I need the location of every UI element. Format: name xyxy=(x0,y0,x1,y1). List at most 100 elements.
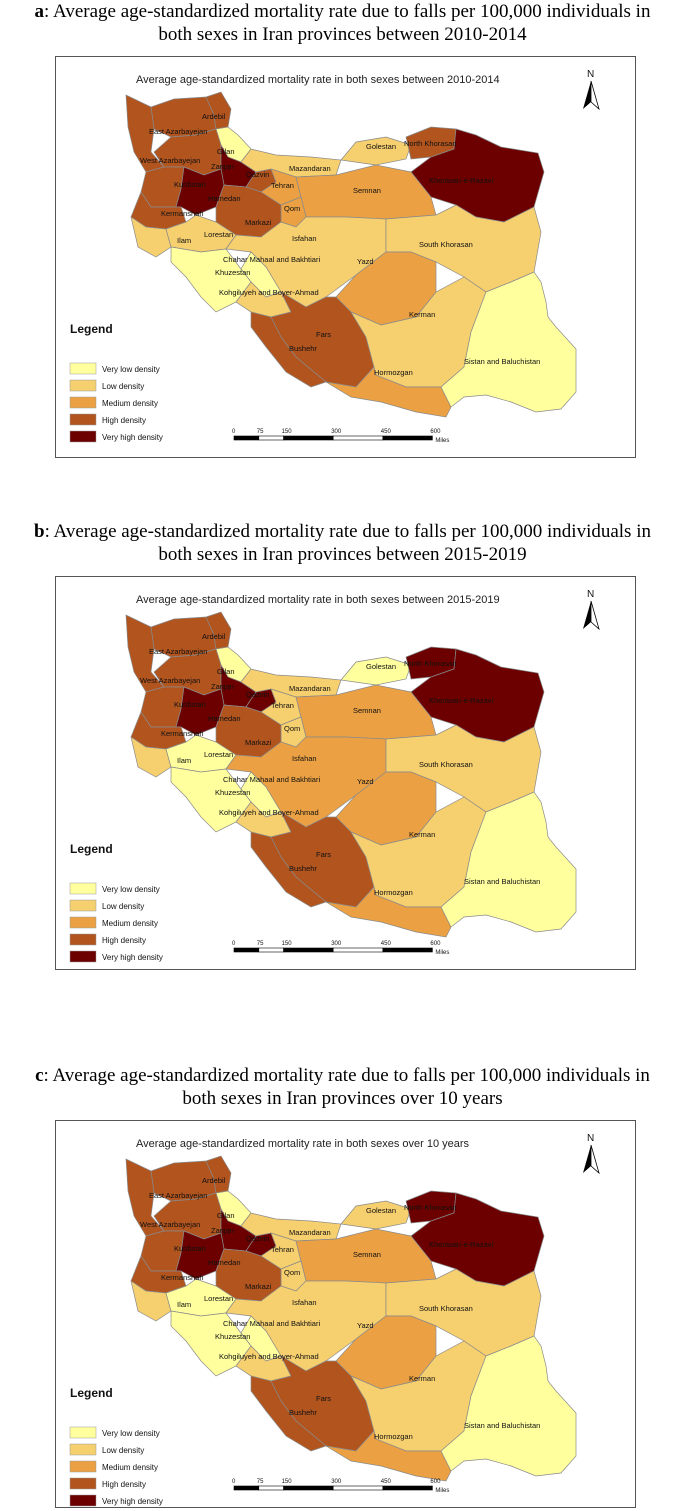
legend-title: Legend xyxy=(70,322,113,336)
province-label-golestan: Golestan xyxy=(366,142,396,151)
province-label-semnan: Semnan xyxy=(353,186,381,195)
province-label-khuzestan: Khuzestan xyxy=(215,1332,250,1341)
province-label-khuzestan: Khuzestan xyxy=(215,788,250,797)
iran-province-map: East Azarbayejan Ardebil West Azarbayejan G… xyxy=(125,91,577,418)
legend-swatch-very-low xyxy=(69,362,97,375)
legend-swatch-high xyxy=(69,933,97,946)
province-label-kohgiluyeh-and-boyer-ahmad: Kohgiluyeh and Boyer-Ahmad xyxy=(219,1352,319,1361)
province-label-south-khorasan: South Khorasan xyxy=(419,1304,473,1313)
scale-tick-label: 75 xyxy=(257,941,264,947)
legend-title: Legend xyxy=(70,1386,113,1400)
caption-c-text: : Average age-standardized mortality rat… xyxy=(43,1065,650,1086)
scale-tick-label: 0 xyxy=(232,429,236,435)
north-arrow-icon: N xyxy=(583,1133,600,1175)
province-bushehr[interactable] xyxy=(250,1375,327,1452)
province-label-ilam: Ilam xyxy=(177,236,191,245)
north-label: N xyxy=(587,1133,594,1144)
scale-unit: Miles xyxy=(435,950,449,956)
province-label-lorestan: Lorestan xyxy=(204,1294,233,1303)
scale-tick-label: 450 xyxy=(381,429,392,435)
province-label-qom: Qom xyxy=(284,1268,300,1277)
map-svg: Average age-standardized mortality rate … xyxy=(69,69,600,444)
legend-swatch-very-low xyxy=(69,1426,97,1439)
province-sistan-and-baluchistan[interactable] xyxy=(440,791,577,933)
province-label-north-khorasan: North Khorasan xyxy=(404,139,457,148)
caption-b-line1: b: Average age-standardized mortality ra… xyxy=(0,520,685,543)
province-label-mazandaran: Mazandaran xyxy=(289,1228,331,1237)
province-label-gilan: Gilan xyxy=(217,147,235,156)
iran-province-map: East Azarbayejan Ardebil West Azarbayejan G… xyxy=(125,611,577,938)
caption-c: c: Average age-standardized mortality ra… xyxy=(0,1064,685,1110)
province-label-kermanshah: Kermanshah xyxy=(161,729,204,738)
scale-bar: 0 75 150 300 450 600 Miles xyxy=(232,429,449,444)
map-svg: Average age-standardized mortality rate … xyxy=(69,589,600,963)
scale-tick-label: 150 xyxy=(282,429,293,435)
legend-swatch-medium xyxy=(69,1460,97,1473)
province-label-kerman: Kerman xyxy=(409,310,435,319)
caption-a-line1: a: Average age-standardized mortality ra… xyxy=(0,0,685,23)
scale-unit: Miles xyxy=(435,438,449,444)
province-hamedan[interactable] xyxy=(175,1230,225,1280)
province-label-ardebil: Ardebil xyxy=(202,1176,226,1185)
province-label-hamedan: Hamedan xyxy=(208,194,241,203)
province-label-markazi: Markazi xyxy=(245,1282,272,1291)
province-label-east-azarbayejan: East Azarbayejan xyxy=(149,127,207,136)
north-arrow-icon: N xyxy=(583,69,600,111)
scale-bar: 0 75 150 300 450 600 Miles xyxy=(232,941,449,956)
province-label-hormozgan: Hormozgan xyxy=(374,888,413,897)
caption-b: b: Average age-standardized mortality ra… xyxy=(0,520,685,566)
scale-bar: 0 75 150 300 450 600 Miles xyxy=(232,1479,449,1494)
legend-swatch-high xyxy=(69,1477,97,1490)
province-label-yazd: Yazd xyxy=(357,777,374,786)
province-label-gilan: Gilan xyxy=(217,667,235,676)
scale-tick-label: 75 xyxy=(257,1479,264,1485)
scale-tick-label: 150 xyxy=(282,941,293,947)
legend-swatch-low xyxy=(69,1443,97,1456)
province-label-sistan-and-baluchistan: Sistan and Baluchistan xyxy=(464,1421,540,1430)
province-hamedan[interactable] xyxy=(175,686,225,736)
province-label-kermanshah: Kermanshah xyxy=(161,209,204,218)
province-hamedan[interactable] xyxy=(175,166,225,216)
province-label-north-khorasan: North Khorasan xyxy=(404,1203,457,1212)
province-label-hamedan: Hamedan xyxy=(208,1258,241,1267)
province-bushehr[interactable] xyxy=(250,831,327,908)
province-label-ilam: Ilam xyxy=(177,756,191,765)
province-label-kurdistan: Kurdistan xyxy=(174,180,206,189)
legend-label-high: High density xyxy=(102,936,146,945)
province-mazandaran[interactable] xyxy=(240,148,342,178)
province-mazandaran[interactable] xyxy=(240,668,342,698)
legend-label-low: Low density xyxy=(102,1446,144,1455)
province-label-kerman: Kerman xyxy=(409,1374,435,1383)
province-label-isfahan: Isfahan xyxy=(292,1298,317,1307)
legend-swatch-medium xyxy=(69,396,97,409)
north-arrow-icon: N xyxy=(583,589,600,631)
legend-label-very-low: Very low density xyxy=(102,1429,160,1438)
caption-b-line2: both sexes in Iran provinces between 201… xyxy=(158,544,527,565)
caption-c-letter: c xyxy=(35,1065,44,1086)
caption-a: a: Average age-standardized mortality ra… xyxy=(0,0,685,46)
scale-tick-label: 450 xyxy=(381,1479,392,1485)
province-label-khuzestan: Khuzestan xyxy=(215,268,250,277)
legend-swatch-very-high xyxy=(69,950,97,963)
scale-tick-label: 300 xyxy=(331,1479,342,1485)
province-mazandaran[interactable] xyxy=(240,1212,342,1242)
province-label-golestan: Golestan xyxy=(366,1206,396,1215)
legend-swatch-very-low xyxy=(69,882,97,895)
north-label: N xyxy=(587,69,594,80)
legend-label-high: High density xyxy=(102,1480,146,1489)
province-label-tehran: Tehran xyxy=(271,701,294,710)
province-label-qazvin: Qazvin xyxy=(246,1234,269,1243)
province-label-semnan: Semnan xyxy=(353,706,381,715)
province-sistan-and-baluchistan[interactable] xyxy=(440,271,577,413)
province-label-mazandaran: Mazandaran xyxy=(289,164,331,173)
province-label-fars: Fars xyxy=(316,1394,331,1403)
province-label-mazandaran: Mazandaran xyxy=(289,684,331,693)
province-label-south-khorasan: South Khorasan xyxy=(419,240,473,249)
legend-title: Legend xyxy=(70,842,113,856)
province-label-qazvin: Qazvin xyxy=(246,690,269,699)
province-sistan-and-baluchistan[interactable] xyxy=(440,1335,577,1477)
scale-tick-label: 600 xyxy=(430,429,441,435)
scale-tick-label: 0 xyxy=(232,1479,236,1485)
province-bushehr[interactable] xyxy=(250,311,327,388)
province-label-hormozgan: Hormozgan xyxy=(374,368,413,377)
